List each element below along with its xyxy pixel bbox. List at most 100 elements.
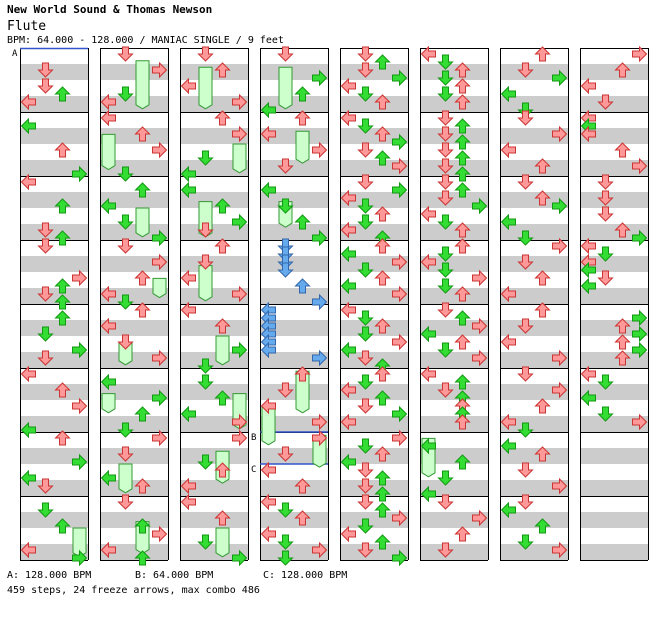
step-arrow-left [180, 165, 196, 183]
step-arrow-right [152, 253, 168, 271]
step-arrow-down [517, 62, 534, 78]
beat-stripe [420, 352, 488, 368]
song-artist: New World Sound & Thomas Newson [7, 3, 213, 16]
step-arrow-up [294, 510, 311, 526]
step-arrow-right [632, 413, 648, 431]
step-arrow-up [454, 62, 471, 78]
step-arrow-left [420, 325, 436, 343]
step-arrow-left [580, 365, 596, 383]
beat-stripe [580, 96, 648, 112]
step-arrow-up [54, 430, 71, 446]
step-arrow-down [117, 446, 134, 462]
beat-stripe [500, 160, 568, 176]
step-arrow-up [454, 310, 471, 326]
step-arrow-down [117, 422, 134, 438]
step-arrow-down [517, 110, 534, 126]
freeze-arrow-body [198, 265, 213, 302]
step-arrow-right [152, 389, 168, 407]
step-arrow-down [357, 398, 374, 414]
step-arrow-down [357, 46, 374, 62]
beat-stripe [500, 512, 568, 528]
step-arrow-right [312, 229, 328, 247]
step-arrow-up [374, 470, 391, 486]
step-arrow-up [374, 318, 391, 334]
step-arrow-right [312, 69, 328, 87]
step-arrow-right [632, 341, 648, 359]
beat-stripe [20, 192, 88, 208]
step-arrow-right [392, 509, 408, 527]
step-arrow-down [437, 54, 454, 70]
beat-stripe [180, 288, 248, 304]
beat-stripe [340, 416, 408, 432]
step-arrow-down [517, 366, 534, 382]
freeze-arrow-body [215, 335, 230, 366]
beat-stripe [20, 160, 88, 176]
step-arrow-right [392, 333, 408, 351]
step-arrow-left [500, 333, 516, 351]
step-arrow-up [214, 390, 231, 406]
step-arrow-up [374, 270, 391, 286]
step-arrow-right [232, 93, 248, 111]
beat-stripe [100, 512, 168, 528]
beat-stripe [100, 480, 168, 496]
freeze-arrow-body [215, 527, 230, 558]
step-arrow-up [214, 510, 231, 526]
step-arrow-down [437, 86, 454, 102]
bpm-marker-c: C [251, 465, 256, 475]
step-arrow-up [374, 446, 391, 462]
step-arrow-down [517, 230, 534, 246]
beat-stripe [100, 448, 168, 464]
beat-stripe [260, 544, 328, 560]
step-arrow-down [277, 382, 294, 398]
step-arrow-up [134, 302, 151, 318]
step-arrow-left [580, 261, 596, 279]
step-arrow-up [134, 518, 151, 534]
beat-stripe [340, 480, 408, 496]
beat-stripe [580, 544, 648, 560]
step-arrow-up [454, 150, 471, 166]
beat-stripe [260, 160, 328, 176]
step-arrow-down [597, 374, 614, 390]
step-arrow-up [54, 310, 71, 326]
step-arrow-down [597, 406, 614, 422]
step-arrow-down [37, 286, 54, 302]
beat-stripe [260, 320, 328, 336]
step-arrow-down [117, 334, 134, 350]
step-arrow-right [152, 229, 168, 247]
beat-stripe [580, 128, 648, 144]
step-arrow-right [392, 253, 408, 271]
step-arrow-down [197, 358, 214, 374]
step-arrow-up [214, 462, 231, 478]
step-arrow-down [197, 46, 214, 62]
step-arrow-left [260, 397, 276, 415]
step-arrow-left [260, 341, 276, 359]
step-arrow-right [312, 349, 328, 367]
beat-stripe [580, 320, 648, 336]
step-arrow-up [294, 478, 311, 494]
beat-stripe [340, 64, 408, 80]
freeze-arrow-body [101, 393, 116, 414]
beat-stripe [420, 320, 488, 336]
beat-stripe [420, 384, 488, 400]
step-arrow-down [597, 94, 614, 110]
step-arrow-right [392, 69, 408, 87]
step-arrow-left [500, 413, 516, 431]
beat-stripe [340, 544, 408, 560]
step-arrow-right [152, 141, 168, 159]
beat-stripe [180, 128, 248, 144]
step-arrow-left [500, 141, 516, 159]
freeze-arrow-body [135, 60, 150, 110]
beat-stripe [100, 544, 168, 560]
step-arrow-up [534, 46, 551, 62]
step-arrow-left [100, 373, 116, 391]
step-arrow-left [340, 109, 356, 127]
step-arrow-left [180, 405, 196, 423]
beat-stripe [180, 448, 248, 464]
step-arrow-down [37, 238, 54, 254]
step-arrow-down [437, 382, 454, 398]
step-arrow-down [437, 110, 454, 126]
step-arrow-up [374, 150, 391, 166]
step-arrow-left [340, 413, 356, 431]
step-arrow-left [100, 541, 116, 559]
step-arrow-down [437, 142, 454, 158]
